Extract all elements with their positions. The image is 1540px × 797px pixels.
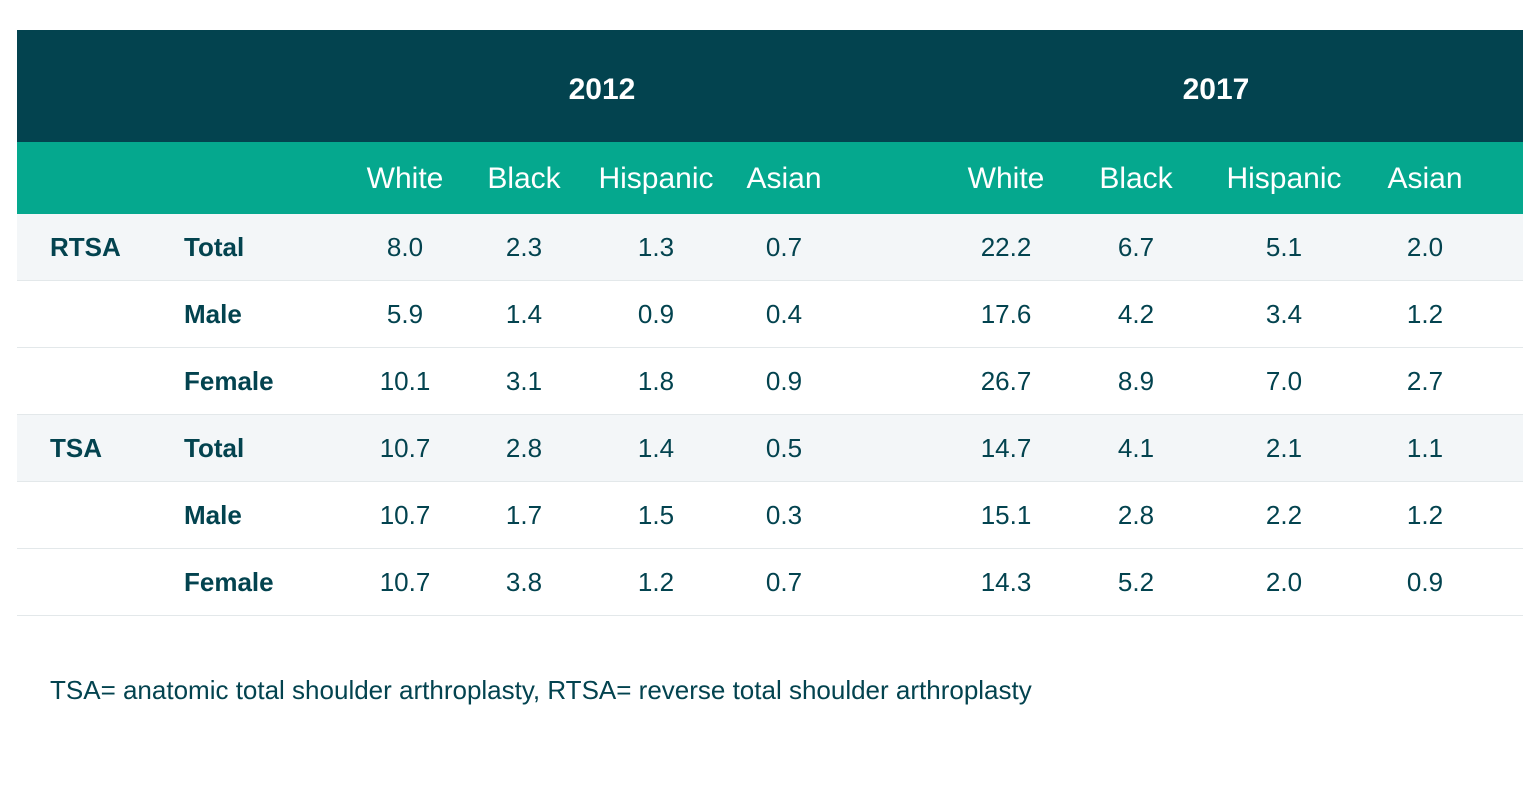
- value-cell: 2.3: [505, 232, 543, 262]
- value-cell: 17.6: [980, 299, 1032, 329]
- value-cell: 2.8: [1117, 500, 1155, 530]
- sex-label: Total: [184, 433, 245, 463]
- value-cell: 6.7: [1117, 232, 1155, 262]
- sex-label: Male: [184, 500, 242, 530]
- table-row: RTSA Total 8.0 2.3 1.3 0.7 22.2 6.7 5.1 2.0: [17, 214, 1523, 281]
- data-table: 2012 2017 White Black Hispanic Asian White Bl…: [17, 30, 1523, 616]
- group-header-2017-black: Black: [1099, 162, 1173, 195]
- value-cell: 14.7: [980, 433, 1032, 463]
- value-cell: 2.1: [1265, 433, 1303, 463]
- value-cell: 4.2: [1117, 299, 1155, 329]
- value-cell: 1.7: [505, 500, 543, 530]
- group-header-2017-white: White: [967, 162, 1045, 195]
- value-cell: 1.2: [1406, 500, 1444, 530]
- value-cell: 1.3: [637, 232, 675, 262]
- sex-label: Total: [184, 232, 245, 262]
- footnote: TSA= anatomic total shoulder arthroplast…: [50, 675, 1032, 705]
- value-cell: 2.0: [1406, 232, 1444, 262]
- value-cell: 10.7: [379, 433, 431, 463]
- value-cell: 5.9: [386, 299, 424, 329]
- group-header-2012-white: White: [366, 162, 444, 195]
- value-cell: 2.8: [505, 433, 543, 463]
- value-cell: 14.3: [980, 567, 1032, 597]
- value-cell: 1.2: [637, 567, 675, 597]
- sex-label: Female: [184, 567, 274, 597]
- value-cell: 0.7: [765, 232, 803, 262]
- value-cell: 0.9: [1406, 567, 1444, 597]
- value-cell: 0.9: [637, 299, 675, 329]
- table-row: Male 5.9 1.4 0.9 0.4 17.6 4.2 3.4 1.2: [17, 281, 1523, 348]
- sex-label: Male: [184, 299, 242, 329]
- value-cell: 0.4: [765, 299, 803, 329]
- table-body: RTSA Total 8.0 2.3 1.3 0.7 22.2 6.7 5.1 2.0 Male 5.…: [17, 214, 1523, 616]
- value-cell: 5.2: [1117, 567, 1155, 597]
- value-cell: 0.3: [765, 500, 803, 530]
- value-cell: 1.4: [637, 433, 675, 463]
- table-row: Male 10.7 1.7 1.5 0.3 15.1 2.8 2.2 1.2: [17, 482, 1523, 549]
- year-2012-header: 2012: [568, 73, 636, 106]
- value-cell: 10.7: [379, 500, 431, 530]
- value-cell: 0.9: [765, 366, 803, 396]
- value-cell: 4.1: [1117, 433, 1155, 463]
- sex-label: Female: [184, 366, 274, 396]
- procedure-label: RTSA: [50, 232, 121, 262]
- year-header-row: 2012 2017: [17, 30, 1523, 142]
- year-2017-header: 2017: [1182, 73, 1250, 106]
- group-header-2012-black: Black: [487, 162, 561, 195]
- value-cell: 10.7: [379, 567, 431, 597]
- group-header-2017-asian: Asian: [1387, 162, 1463, 195]
- group-header-2012-asian: Asian: [746, 162, 822, 195]
- value-cell: 1.1: [1406, 433, 1444, 463]
- value-cell: 10.1: [379, 366, 431, 396]
- value-cell: 1.2: [1406, 299, 1444, 329]
- value-cell: 0.7: [765, 567, 803, 597]
- value-cell: 1.5: [637, 500, 675, 530]
- value-cell: 1.4: [505, 299, 543, 329]
- group-header-row: White Black Hispanic Asian White Black Hispani…: [17, 142, 1523, 214]
- value-cell: 22.2: [980, 232, 1032, 262]
- value-cell: 15.1: [980, 500, 1032, 530]
- table-row: Female 10.1 3.1 1.8 0.9 26.7 8.9 7.0 2.7: [17, 348, 1523, 415]
- value-cell: 3.1: [505, 366, 543, 396]
- value-cell: 2.2: [1265, 500, 1303, 530]
- table-row: Female 10.7 3.8 1.2 0.7 14.3 5.2 2.0 0.9: [17, 549, 1523, 616]
- value-cell: 3.4: [1265, 299, 1303, 329]
- value-cell: 2.7: [1406, 366, 1444, 396]
- value-cell: 8.0: [386, 232, 424, 262]
- value-cell: 7.0: [1265, 366, 1303, 396]
- group-header-2012-hispanic: Hispanic: [598, 162, 714, 195]
- value-cell: 26.7: [980, 366, 1032, 396]
- group-header-2017-hispanic: Hispanic: [1226, 162, 1342, 195]
- procedure-label: TSA: [50, 433, 102, 463]
- value-cell: 3.8: [505, 567, 543, 597]
- value-cell: 0.5: [765, 433, 803, 463]
- table-row: TSA Total 10.7 2.8 1.4 0.5 14.7 4.1 2.1 1.1: [17, 415, 1523, 482]
- value-cell: 1.8: [637, 366, 675, 396]
- value-cell: 2.0: [1265, 567, 1303, 597]
- value-cell: 8.9: [1117, 366, 1155, 396]
- value-cell: 5.1: [1265, 232, 1303, 262]
